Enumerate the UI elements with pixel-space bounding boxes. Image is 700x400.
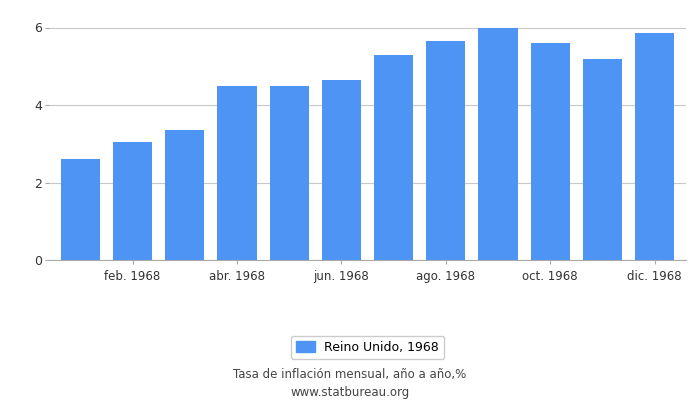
Bar [270,86,309,260]
Bar [113,142,152,260]
Legend: Reino Unido, 1968: Reino Unido, 1968 [290,336,444,359]
Bar [322,80,361,260]
Text: www.statbureau.org: www.statbureau.org [290,386,410,399]
Bar [479,28,517,260]
Bar [583,58,622,260]
Bar [374,55,413,260]
Text: Tasa de inflación mensual, año a año,%: Tasa de inflación mensual, año a año,% [233,368,467,381]
Bar [426,41,466,260]
Bar [61,159,100,260]
Bar [165,130,204,260]
Bar [635,33,674,260]
Bar [218,86,256,260]
Bar [531,43,570,260]
